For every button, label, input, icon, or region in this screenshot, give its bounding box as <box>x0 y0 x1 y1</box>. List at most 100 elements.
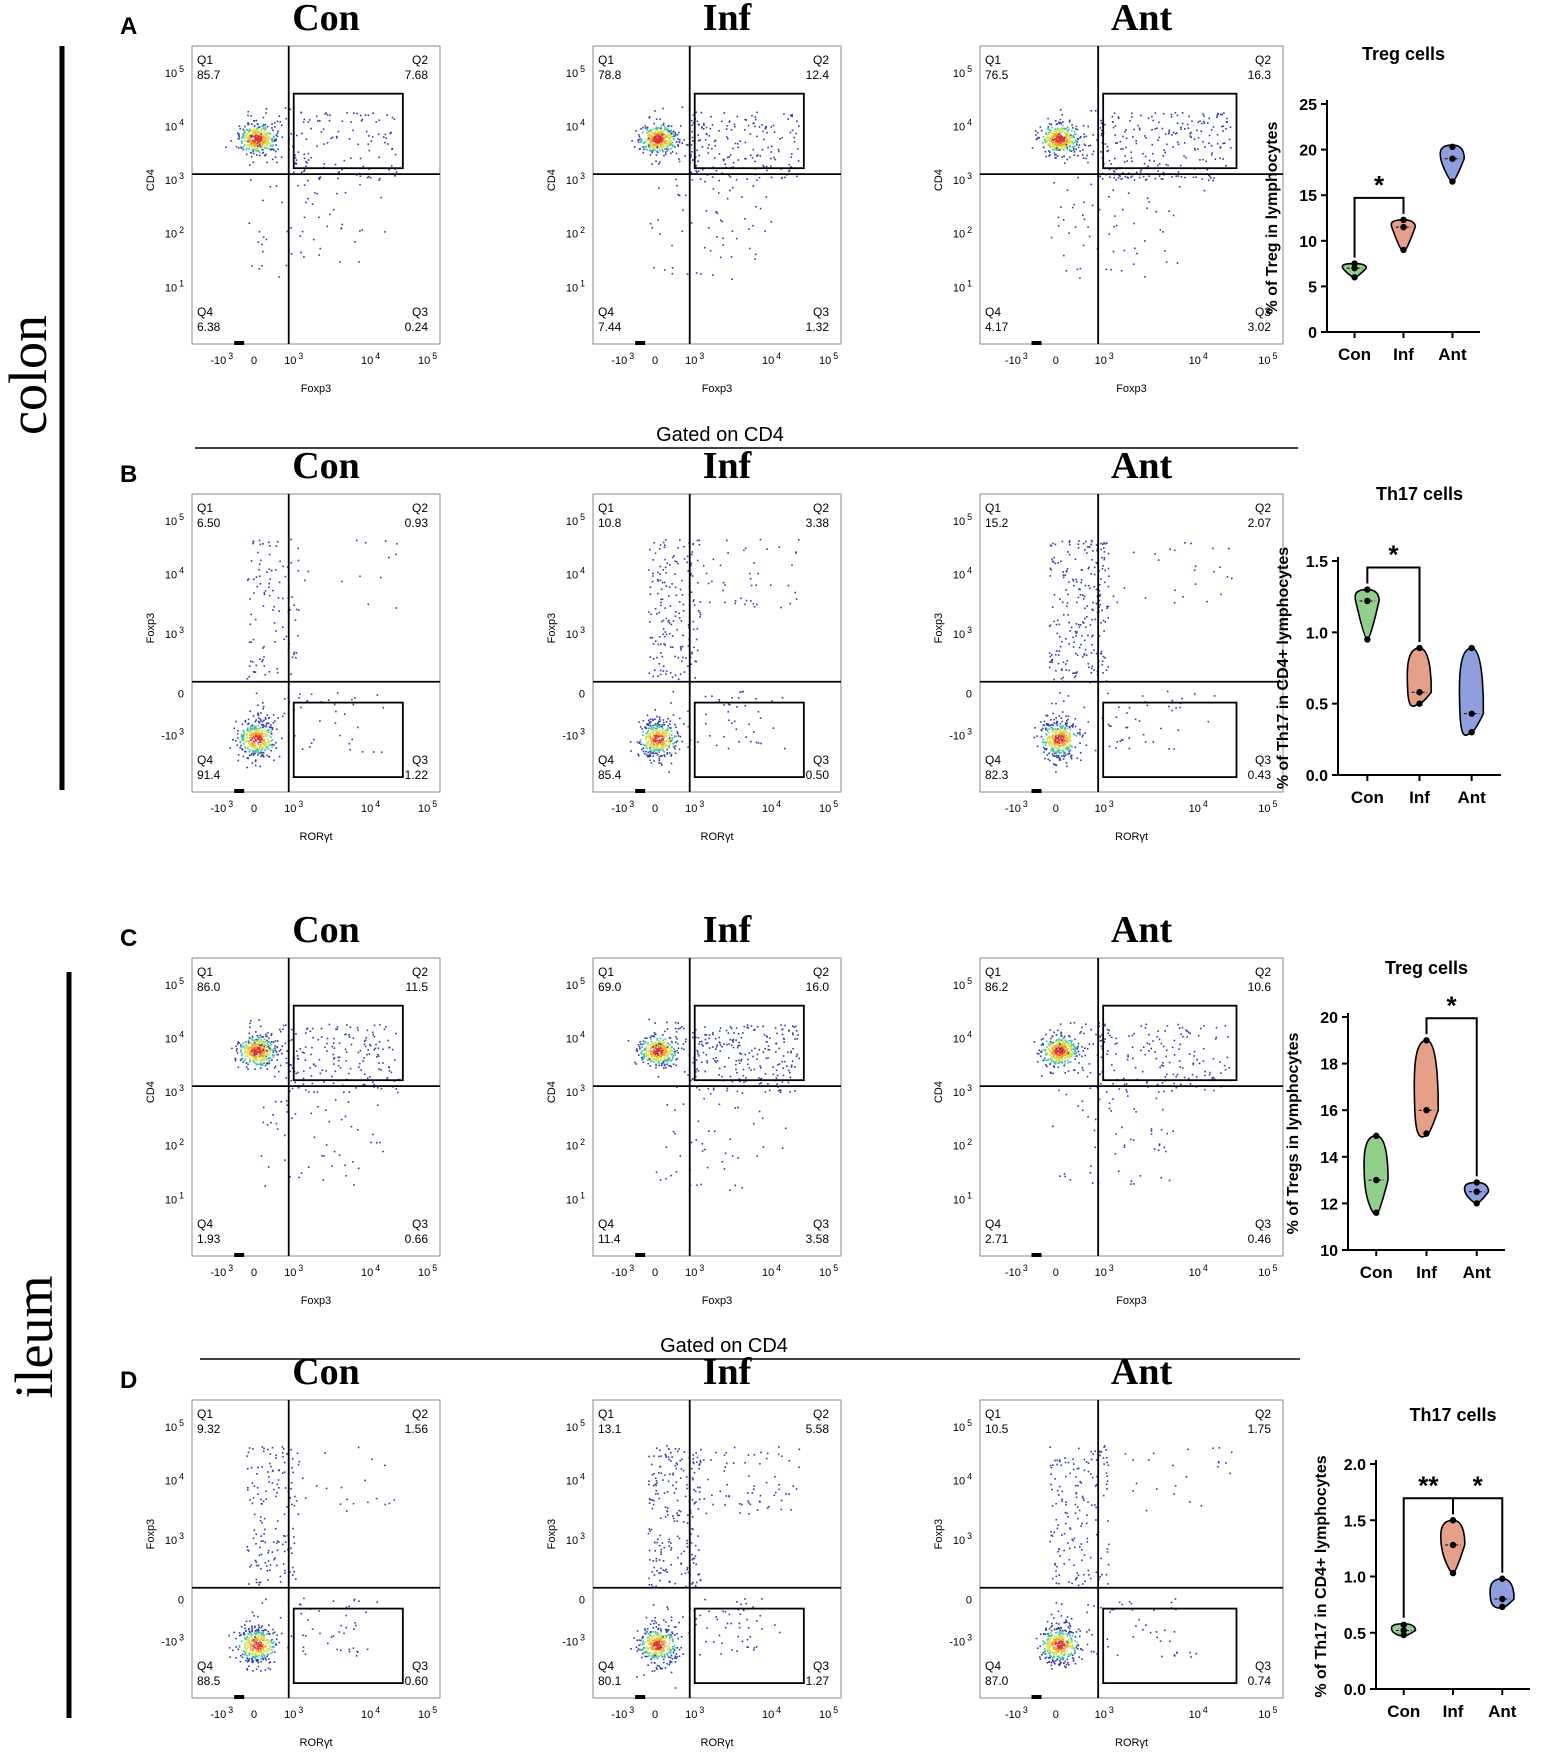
scatter-point <box>264 123 267 126</box>
scatter-point <box>394 1059 396 1061</box>
scatter-point <box>276 671 279 674</box>
scatter-point <box>268 568 271 571</box>
scatter-point <box>264 1058 267 1061</box>
scatter-point <box>1208 174 1210 176</box>
scatter-point <box>265 134 267 136</box>
scatter-point <box>770 157 772 160</box>
scatter-point <box>1066 749 1069 751</box>
scatter-point <box>242 738 245 741</box>
scatter-point <box>257 743 260 746</box>
scatter-point <box>1050 749 1052 752</box>
scatter-point <box>1055 142 1058 144</box>
scatter-point <box>357 1167 360 1170</box>
scatter-point <box>252 1037 254 1039</box>
scatter-point <box>670 739 672 741</box>
scatter-point <box>1107 692 1109 695</box>
scatter-point <box>669 132 672 134</box>
scatter-point <box>1228 547 1230 550</box>
scatter-point <box>326 114 329 116</box>
q4-label: Q4 <box>985 305 1001 319</box>
scatter-point <box>346 111 348 114</box>
scatter-point <box>662 665 665 667</box>
scatter-point <box>651 139 654 141</box>
scatter-point <box>1197 121 1199 124</box>
scatter-point <box>1116 601 1119 604</box>
scatter-point <box>1119 175 1122 177</box>
scatter-point <box>683 558 686 560</box>
scatter-point <box>271 127 273 129</box>
scatter-point <box>1087 634 1089 637</box>
scatter-point <box>1157 170 1159 172</box>
scatter-point <box>663 751 666 753</box>
scatter-point <box>762 164 764 167</box>
scatter-point <box>1067 145 1069 147</box>
scatter-point <box>1057 139 1059 142</box>
scatter-point <box>1043 138 1046 141</box>
y-axis-label: Foxp3 <box>145 613 157 644</box>
scatter-point <box>264 744 267 747</box>
scatter-point <box>653 746 655 749</box>
scatter-point <box>1063 143 1065 146</box>
scatter-point <box>259 658 261 660</box>
scatter-point <box>671 583 673 585</box>
scatter-point <box>1091 204 1094 207</box>
scatter-point <box>271 739 274 741</box>
scatter-point <box>371 1031 374 1034</box>
scatter-point <box>1059 729 1062 732</box>
scatter-point <box>249 745 252 747</box>
scatter-point <box>1055 147 1058 149</box>
scatter-point <box>245 734 247 736</box>
scatter-point <box>704 246 706 249</box>
scatter-point <box>648 1057 650 1060</box>
scatter-point <box>1115 716 1118 718</box>
scatter-point <box>351 698 353 701</box>
scatter-point <box>255 147 258 150</box>
scatter-point <box>672 1054 675 1057</box>
scatter-point <box>380 1069 382 1071</box>
scatter-point <box>687 570 689 572</box>
side-label-ileum: ileum <box>4 1276 64 1399</box>
scatter-point <box>231 1047 233 1050</box>
scatter-point <box>635 130 637 132</box>
scatter-point <box>683 1048 685 1051</box>
scatter-point <box>1069 145 1071 147</box>
scatter-point <box>661 655 664 658</box>
scatter-point <box>308 1091 310 1093</box>
scatter-point <box>1055 623 1058 626</box>
scatter-point <box>268 671 271 673</box>
scatter-point <box>1063 731 1066 734</box>
scatter-point <box>681 230 684 232</box>
scatter-point <box>260 1025 262 1028</box>
scatter-point <box>250 115 252 117</box>
scatter-point <box>653 741 656 744</box>
scatter-point <box>668 737 671 739</box>
scatter-point <box>1208 179 1210 182</box>
scatter-point <box>771 700 773 702</box>
scatter-point <box>259 1060 261 1063</box>
scatter-point <box>1061 137 1063 140</box>
scatter-point <box>1104 581 1106 584</box>
scatter-point <box>262 743 264 745</box>
scatter-point <box>1048 740 1051 742</box>
scatter-point <box>1054 763 1056 766</box>
scatter-point <box>648 735 651 738</box>
scatter-point <box>651 746 654 749</box>
scatter-point <box>253 1054 256 1056</box>
scatter-point <box>380 196 382 199</box>
scatter-point <box>272 129 274 132</box>
scatter-point <box>666 136 669 139</box>
scatter-point <box>662 107 664 110</box>
scatter-point <box>307 197 309 200</box>
scatter-point <box>660 140 662 142</box>
scatter-point <box>673 555 675 557</box>
scatter-point <box>345 1051 348 1053</box>
scatter-point <box>1202 141 1204 143</box>
scatter-point <box>658 716 661 718</box>
scatter-point <box>250 737 253 739</box>
scatter-point <box>259 1036 261 1039</box>
scatter-point <box>1160 178 1163 180</box>
scatter-point <box>682 610 685 612</box>
scatter-point <box>1072 636 1074 639</box>
scatter-point <box>1067 129 1070 132</box>
scatter-point <box>252 744 254 746</box>
